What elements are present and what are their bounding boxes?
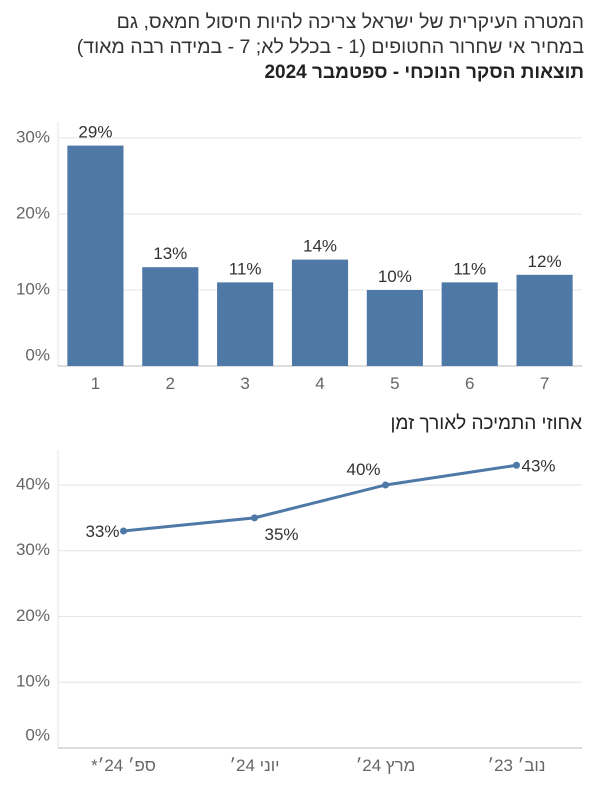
bar-data-label: 29% <box>78 123 112 142</box>
line-x-tick-label: מרץ 24׳ <box>356 756 416 775</box>
line-y-tick-label: 40% <box>16 474 50 493</box>
bar-data-label: 12% <box>528 252 562 271</box>
bar-x-tick-label: 4 <box>315 374 324 393</box>
bar <box>366 290 423 366</box>
chart-subtitle: תוצאות הסקר הנוכחי - ספטמבר 2024 <box>264 62 584 83</box>
bar-x-tick-label: 5 <box>390 374 399 393</box>
chart-title-line-1: המטרה העיקרית של ישראל צריכה להיות חיסול… <box>116 11 584 33</box>
bar-y-tick-label: 20% <box>16 203 50 222</box>
bar <box>441 282 498 366</box>
bar <box>142 267 199 366</box>
line-point <box>382 481 389 489</box>
bar <box>516 274 573 366</box>
bar-data-label: 11% <box>229 259 262 278</box>
bar-x-tick-label: 2 <box>166 374 175 393</box>
bar-x-tick-label: 3 <box>240 374 249 393</box>
line-chart-title: אחוזי התמיכה לאורך זמן <box>390 413 583 434</box>
series-line <box>123 463 517 533</box>
line-x-tick-label: ספ׳ 24׳* <box>91 756 156 775</box>
bar-x-tick-label: 1 <box>91 374 100 393</box>
line-data-label: 35% <box>264 525 298 544</box>
bar <box>217 282 274 366</box>
bar-data-label: 14% <box>303 237 337 256</box>
bar-y-tick-label: 30% <box>16 127 50 146</box>
line-point <box>513 461 520 469</box>
line-data-label: 43% <box>521 456 555 475</box>
bar-x-tick-label: 7 <box>540 374 549 393</box>
bar-data-label: 11% <box>453 259 486 278</box>
bar-y-tick-label: 10% <box>16 279 50 298</box>
line-y-tick-label: 20% <box>16 606 50 625</box>
line-data-label: 40% <box>346 460 380 479</box>
bar-y-tick-label: 0% <box>25 345 50 364</box>
bar-data-label: 13% <box>153 244 187 263</box>
bar <box>67 145 124 366</box>
line-y-tick-label: 0% <box>25 725 50 744</box>
line-data-label: 33% <box>85 522 119 541</box>
bar <box>291 259 349 366</box>
bar-x-tick-label: 6 <box>465 374 474 393</box>
line-y-tick-label: 10% <box>16 672 50 691</box>
bar-data-label: 10% <box>378 267 412 286</box>
line-x-tick-label: יוני 24׳ <box>229 756 279 775</box>
line-x-tick-label: נוב׳ 23׳ <box>488 756 546 775</box>
line-y-tick-label: 30% <box>16 540 50 559</box>
chart-title-line-2: במחיר אי שחרור החטופים (1 - בכלל לא; 7 -… <box>76 36 584 58</box>
line-point <box>120 527 127 535</box>
line-point <box>251 514 258 522</box>
chart-title-block: המטרה העיקרית של ישראל צריכה להיות חיסול… <box>14 10 584 85</box>
